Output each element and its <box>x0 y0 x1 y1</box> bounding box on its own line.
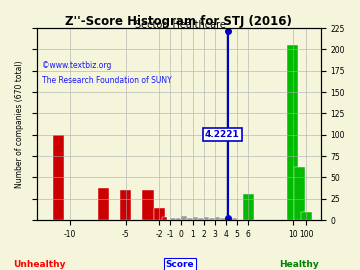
Bar <box>204 217 209 220</box>
Bar <box>143 190 154 220</box>
Text: Unhealthy: Unhealthy <box>13 260 66 269</box>
Bar <box>154 208 165 220</box>
Text: Sector: Healthcare: Sector: Healthcare <box>135 20 225 30</box>
Bar <box>53 135 64 220</box>
Y-axis label: Number of companies (670 total): Number of companies (670 total) <box>15 60 24 188</box>
Bar <box>193 217 198 220</box>
Bar <box>120 190 131 220</box>
Bar <box>226 217 231 220</box>
Bar <box>294 167 305 220</box>
Bar <box>187 218 193 220</box>
Text: Score: Score <box>166 260 194 269</box>
Text: The Research Foundation of SUNY: The Research Foundation of SUNY <box>42 76 172 85</box>
Bar <box>181 216 187 220</box>
Bar <box>231 218 237 220</box>
Bar <box>170 218 176 220</box>
Bar <box>215 217 220 220</box>
Text: ©www.textbiz.org: ©www.textbiz.org <box>42 61 112 70</box>
Bar <box>220 218 226 220</box>
Bar <box>287 45 298 220</box>
Bar <box>198 218 204 220</box>
Bar <box>176 218 181 220</box>
Text: 4.2221: 4.2221 <box>205 130 240 139</box>
Bar <box>209 218 215 220</box>
Text: Healthy: Healthy <box>279 260 319 269</box>
Bar <box>243 194 254 220</box>
Bar <box>98 188 109 220</box>
Bar <box>301 211 312 220</box>
Title: Z''-Score Histogram for STJ (2016): Z''-Score Histogram for STJ (2016) <box>65 15 292 28</box>
Bar <box>162 217 167 220</box>
